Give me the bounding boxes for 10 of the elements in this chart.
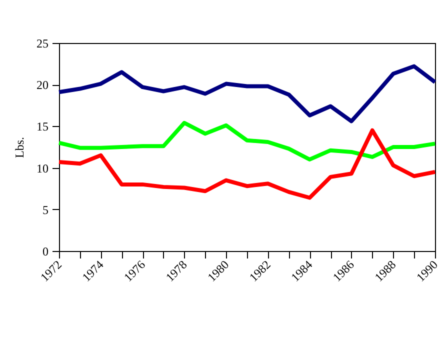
- y-tick-label: 10: [36, 161, 48, 176]
- y-tick-label: 5: [42, 202, 48, 217]
- line-series: [57, 120, 437, 162]
- line-series: [57, 64, 437, 124]
- line-series: [57, 128, 437, 200]
- y-tick-label: 15: [36, 120, 48, 134]
- y-tick-label: 0: [42, 244, 48, 258]
- y-axis-title: Lbs.: [12, 137, 26, 158]
- y-tick-label: 20: [36, 78, 48, 92]
- y-tick-label: 25: [36, 36, 48, 50]
